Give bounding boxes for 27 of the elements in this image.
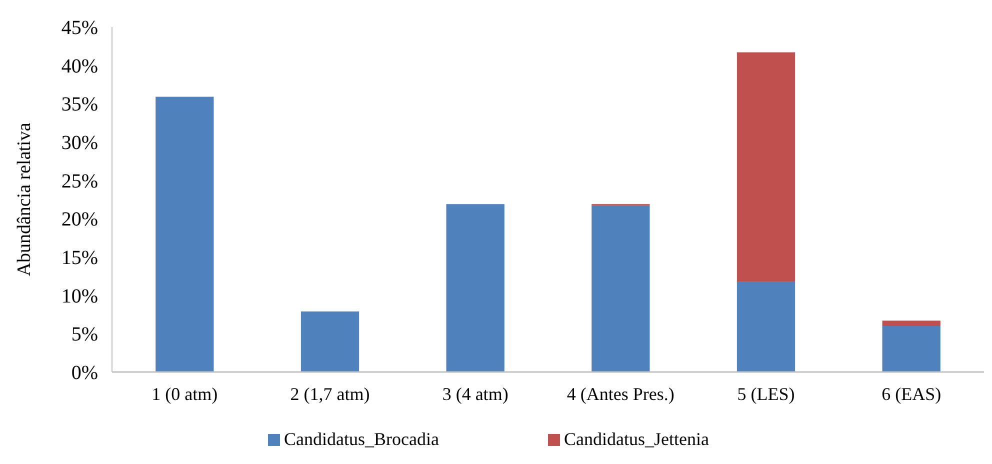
bar <box>736 282 796 372</box>
bar <box>882 320 940 326</box>
y-tick-label: 25% <box>61 170 98 192</box>
y-tick-label: 30% <box>61 132 98 154</box>
bar <box>736 52 796 282</box>
bar <box>156 96 214 372</box>
x-tick-label: 4 (Antes Pres.) <box>566 384 674 404</box>
y-tick-label: 45% <box>61 17 98 39</box>
bar <box>882 326 940 372</box>
y-tick-label: 35% <box>61 94 98 116</box>
y-tick-label: 10% <box>61 285 98 308</box>
bar <box>300 311 360 372</box>
y-tick-label: 40% <box>61 55 98 78</box>
y-tick-label: 15% <box>61 247 98 269</box>
y-tick-label: 0% <box>71 362 98 384</box>
bar <box>446 204 504 372</box>
x-tick-label: 6 (EAS) <box>882 384 942 404</box>
bar <box>592 206 650 372</box>
y-axis-title: Abundância relativa <box>14 122 35 276</box>
legend-label: Candidatus_Brocadia <box>284 429 439 449</box>
x-tick-label: 1 (0 atm) <box>152 384 218 404</box>
legend-label: Candidatus_Jettenia <box>564 429 709 449</box>
x-tick-label: 2 (1,7 atm) <box>290 384 370 404</box>
x-tick-label: 5 (LES) <box>737 384 795 404</box>
y-tick-label: 5% <box>71 324 98 346</box>
y-tick-label: 20% <box>61 208 98 231</box>
x-tick-label: 3 (4 atm) <box>442 384 508 404</box>
